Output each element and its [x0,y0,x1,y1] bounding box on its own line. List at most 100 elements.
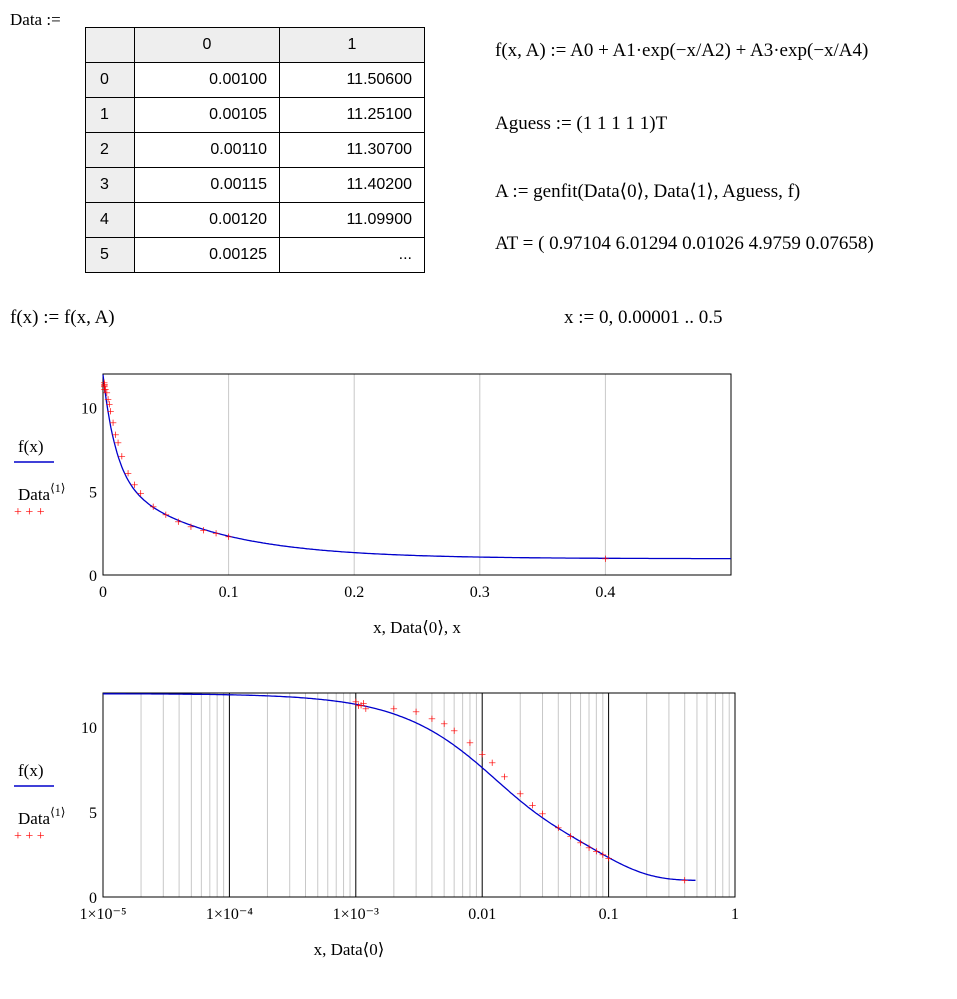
legend-data-label: Data⟨1⟩ [18,481,65,504]
x-tick-label: 0.2 [344,584,364,601]
data-point: + [100,381,108,396]
data-point: + [681,874,689,889]
table-cell[interactable]: 11.09900 [279,202,425,238]
table-corner [85,27,135,63]
data-point: + [390,702,398,717]
table-cell[interactable]: 11.50600 [279,62,425,98]
row-index: 4 [85,202,135,238]
data-assign-label: Data := [10,10,61,29]
row-index: 3 [85,167,135,203]
data-point: + [355,700,363,715]
data-point: + [554,821,562,836]
row-index: 2 [85,132,135,168]
range-definition[interactable]: x := 0, 0.00001 .. 0.5 [564,307,723,329]
x-tick-label: 1 [731,906,739,923]
legend-linear: f(x) Data⟨1⟩ + + + [14,437,65,520]
data-point: + [100,376,108,391]
data-point: + [212,527,220,542]
x-tick-label: 0.1 [599,906,619,923]
table-cell[interactable]: 0.00110 [134,132,280,168]
data-point: + [162,509,170,524]
f-definition-text: f(x) := f(x, A) [10,307,115,328]
data-point: + [104,393,112,408]
table-cell[interactable]: 0.00100 [134,62,280,98]
data-point: + [599,849,607,864]
data-point: + [539,808,547,823]
data-point: + [174,515,182,530]
data-point: + [357,699,365,714]
table-cell[interactable]: 0.00115 [134,167,280,203]
x-tick-label: 0.3 [470,584,490,601]
data-point: + [118,450,126,465]
data-point: + [412,706,420,721]
x-tick-label: 1×10⁻³ [333,906,379,923]
data-point: + [501,770,509,785]
data-point: + [149,500,157,515]
column-header-1: 1 [279,27,425,63]
row-index: 0 [85,62,135,98]
data-point: + [567,830,575,845]
y-tick-label: 5 [89,805,97,822]
data-point: + [225,530,233,545]
data-point: + [488,757,496,772]
x-tick-label: 0.4 [595,584,615,601]
plot-frame [102,692,736,898]
result-values: 0.97104 6.01294 0.01026 4.9759 0.07658) [549,233,874,254]
legend-data-markers: + + + [14,505,45,520]
table-cell[interactable]: 11.30700 [279,132,425,168]
linear-chart[interactable]: f(x) Data⟨1⟩ + + + 0 0.1 0.2 0.3 0.4 0 5 10 x, D… [0,360,957,660]
legend-fx-label: f(x) [18,437,43,456]
table-row[interactable]: 0 0.00100 11.50600 [85,62,425,98]
table-row[interactable]: 2 0.00110 11.30700 [85,132,425,168]
table-cell[interactable]: 11.25100 [279,97,425,133]
table-cell[interactable]: ... [279,237,425,273]
result-equation[interactable]: AT = ( 0.97104 6.01294 0.01026 4.9759 0.… [495,233,874,255]
plot-frame [102,373,732,576]
data-point: + [102,383,110,398]
data-point: + [466,736,474,751]
y-tick-label: 0 [89,890,97,907]
table-cell[interactable]: 0.00105 [134,97,280,133]
table-cell[interactable]: 11.40200 [279,167,425,203]
data-point: + [516,787,524,802]
table-row[interactable]: 1 0.00105 11.25100 [85,97,425,133]
table-row[interactable]: 4 0.00120 11.09900 [85,202,425,238]
log-chart[interactable]: f(x) Data⟨1⟩ + + + 1×10⁻⁵ 1×10⁻⁴ 1×10⁻³ 0.0… [0,680,957,999]
x-tick-label: 0.01 [468,906,496,923]
data-point: + [428,713,436,728]
y-tick-label: 10 [81,401,97,418]
genfit-equation[interactable]: A := genfit(Data⟨0⟩, Data⟨1⟩, Aguess, f) [495,180,800,203]
data-point: + [112,428,120,443]
f-definition[interactable]: f(x) := f(x, A) [10,307,115,329]
y-tick-label: 5 [89,484,97,501]
data-point: + [124,467,132,482]
model-equation[interactable]: f(x, A) := A0 + A1·exp(−x/A2) + A3·exp(−… [495,40,868,62]
data-point: + [601,552,609,567]
data-point: + [200,524,208,539]
data-point: + [103,386,111,401]
data-point: + [130,479,138,494]
data-matrix-table[interactable]: 0 1 0 0.00100 11.50600 1 0.00105 11.2510… [85,27,425,273]
data-point: + [585,842,593,857]
data-point: + [592,845,600,860]
table-cell[interactable]: 0.00125 [134,237,280,273]
model-equation-text: f(x, A) := A0 + A1·exp(−x/A2) + A3·exp(−… [495,40,869,61]
guess-equation[interactable]: Aguess := (1 1 1 1 1)T [495,113,667,135]
table-row[interactable]: 5 0.00125 ... [85,237,425,273]
fit-curve-line [103,693,696,881]
data-point: + [100,378,108,393]
range-definition-text: x := 0, 0.00001 .. 0.5 [564,307,723,328]
data-point: + [529,799,537,814]
data-point: + [478,748,486,763]
legend-data-label: Data⟨1⟩ [18,805,65,828]
data-point: + [107,405,115,420]
table-cell[interactable]: 0.00120 [134,202,280,238]
legend-fx-label: f(x) [18,761,43,780]
y-tick-label: 10 [81,720,97,737]
data-point: + [577,837,585,852]
genfit-equation-text: A := genfit(Data⟨0⟩, Data⟨1⟩, Aguess, f) [495,181,801,202]
x-tick-label: 1×10⁻⁵ [79,906,126,923]
row-index: 1 [85,97,135,133]
y-tick-label: 0 [89,568,97,585]
table-row[interactable]: 3 0.00115 11.40200 [85,167,425,203]
